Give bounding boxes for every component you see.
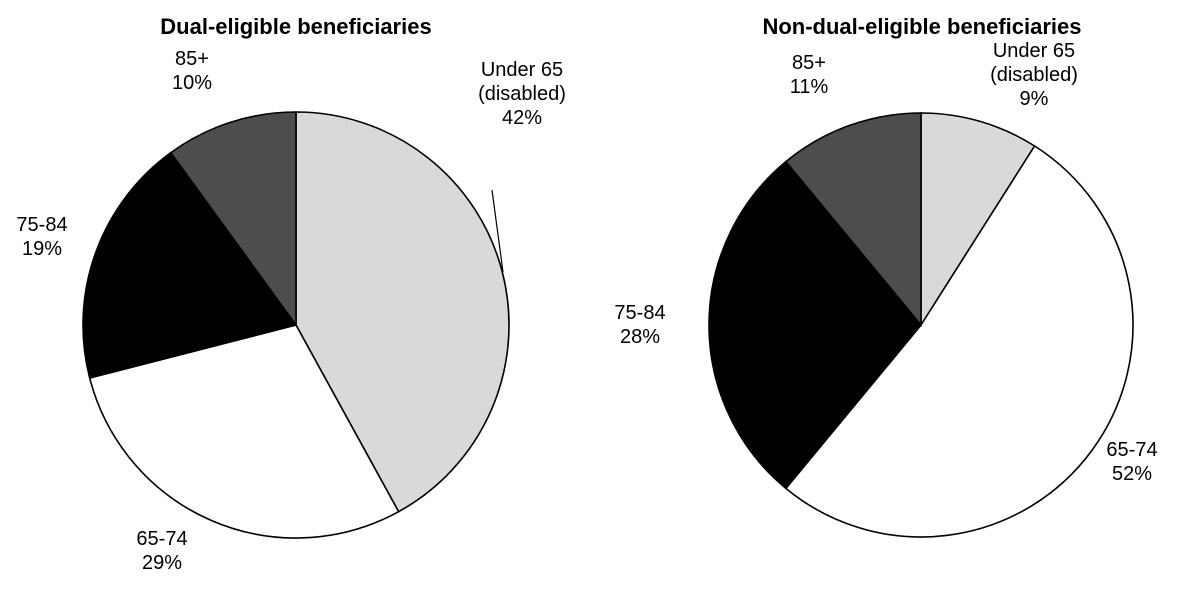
pie-chart-dual: Dual-eligible beneficiaries Under 65 (dis… xyxy=(16,14,565,574)
pie-slice-75-84-dual xyxy=(82,151,298,379)
slice-label-85plus-dual: 85+ 10% xyxy=(172,48,212,94)
pie-slice-65-74-dual xyxy=(88,324,400,539)
chart-title-non-dual: Non-dual-eligible beneficiaries xyxy=(762,14,1081,39)
pie-slice-under65-dual xyxy=(295,111,510,513)
slice-label-under65-non-dual: Under 65 (disabled) 9% xyxy=(990,40,1078,110)
pie-labels-non-dual: Under 65 (disabled) 9% 65-74 52% 75-84 28% 85+ 1… xyxy=(614,40,1157,485)
pie-slice-75-84-non-dual xyxy=(708,160,923,490)
slice-label-65-74-dual: 65-74 29% xyxy=(136,528,187,574)
pie-slice-85plus-dual xyxy=(169,111,297,328)
chart-title-dual: Dual-eligible beneficiaries xyxy=(160,14,431,39)
pie-labels-dual: Under 65 (disabled) 42% 65-74 29% 75-84 19% 85+… xyxy=(16,48,565,574)
slice-label-65-74-non-dual: 65-74 52% xyxy=(1106,439,1157,485)
pie-slice-65-74-non-dual xyxy=(784,144,1134,538)
slice-label-75-84-dual: 75-84 19% xyxy=(16,214,67,260)
pie-slice-under65-non-dual xyxy=(920,112,1036,328)
leader-line-under65-dual xyxy=(491,189,504,273)
pie-slices-non-dual xyxy=(708,112,1134,538)
slice-label-under65-dual: Under 65 (disabled) 42% xyxy=(478,59,566,129)
slice-label-85plus-non-dual: 85+ 11% xyxy=(790,52,829,98)
slice-label-75-84-non-dual: 75-84 28% xyxy=(614,302,665,348)
pie-chart-non-dual: Non-dual-eligible beneficiaries Under 65… xyxy=(614,14,1158,538)
pie-slices-dual xyxy=(82,111,510,539)
pie-slice-85plus-non-dual xyxy=(784,112,922,328)
